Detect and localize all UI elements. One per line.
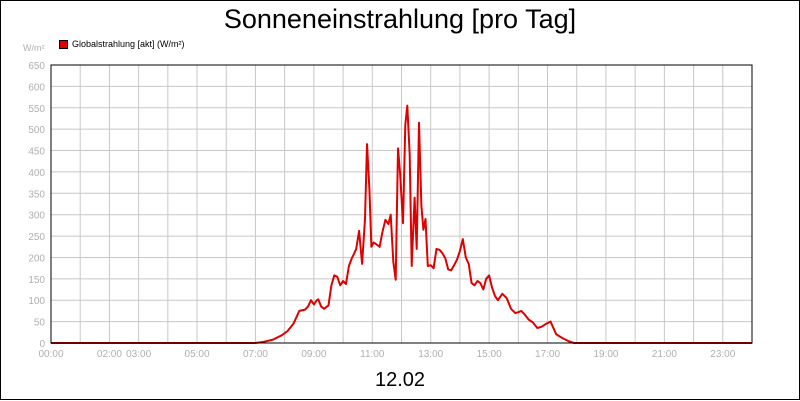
y-tick-label: 200	[28, 253, 45, 264]
x-tick-label: 21:00	[652, 349, 677, 360]
chart-title: Sonneneinstrahlung [pro Tag]	[223, 4, 577, 34]
y-tick-label: 150	[28, 275, 45, 286]
y-tick-label: 600	[28, 82, 45, 93]
x-tick-label: 11:00	[360, 349, 385, 360]
legend-label: Globalstrahlung [akt] (W/m²)	[72, 39, 185, 49]
y-tick-label: 0	[39, 339, 45, 350]
y-tick-label: 50	[34, 318, 46, 329]
x-tick-label: 15:00	[477, 349, 502, 360]
legend-swatch	[59, 39, 68, 49]
x-tick-label: 05:00	[185, 349, 210, 360]
x-tick-label: 00:00	[38, 349, 63, 360]
x-tick-label: 09:00	[301, 349, 326, 360]
y-tick-label: 100	[28, 296, 45, 307]
x-tick-label: 23:00	[710, 349, 735, 360]
legend: Globalstrahlung [akt] (W/m²)	[59, 39, 185, 49]
y-tick-label: 350	[28, 189, 45, 200]
y-tick-label: 300	[28, 211, 45, 222]
y-tick-label: 550	[28, 104, 45, 115]
y-tick-label: 450	[28, 147, 45, 158]
y-tick-label: 500	[28, 125, 45, 136]
x-tick-label: 02:00	[97, 349, 122, 360]
x-tick-label: 19:00	[593, 349, 618, 360]
x-tick-label: 07:00	[243, 349, 268, 360]
y-tick-label: 400	[28, 168, 45, 179]
x-tick-labels: 00:00 02:00 03:00 05:00 07:00 09:00 11:00 13:00…	[38, 349, 735, 360]
y-tick-label: 250	[28, 232, 45, 243]
x-tick-label: 17:00	[535, 349, 560, 360]
series-line-globalstrahlung	[51, 104, 752, 344]
y-tick-label: 650	[28, 61, 45, 72]
y-axis-unit-label: W/m²	[23, 43, 45, 53]
x-tick-label: 03:00	[126, 349, 151, 360]
date-label: 12.02	[374, 369, 426, 391]
y-tick-labels: 0 50 100 150 200 250 300 350 400 450 500 550 600 650	[28, 61, 45, 350]
series-layer	[51, 104, 752, 344]
plot-area-border	[50, 64, 753, 344]
x-tick-label: 13:00	[418, 349, 443, 360]
